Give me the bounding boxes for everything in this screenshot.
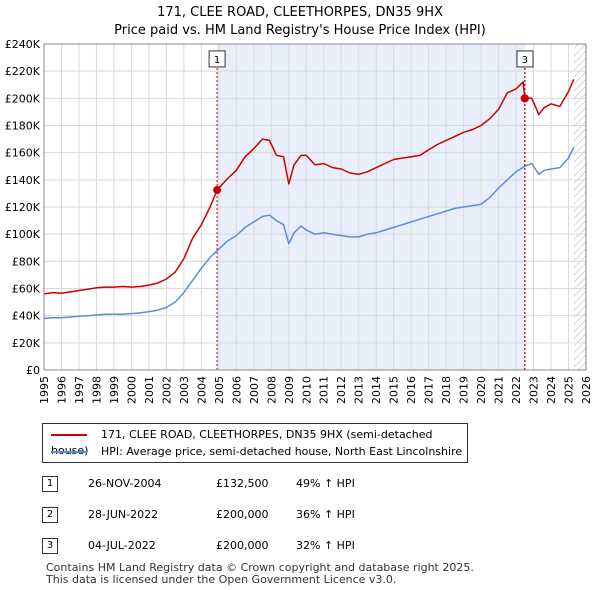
x-tick-label: 2001 bbox=[143, 376, 156, 404]
x-tick-label: 2023 bbox=[528, 376, 541, 404]
y-tick-label: £0 bbox=[26, 364, 40, 377]
x-tick-label: 1998 bbox=[90, 376, 103, 404]
x-tick-label: 2015 bbox=[388, 376, 401, 404]
x-tick-label: 2000 bbox=[125, 376, 138, 404]
x-tick-label: 2014 bbox=[370, 376, 383, 404]
price-paid-line bbox=[43, 79, 575, 295]
legend-item-hpi: HPI: Average price, semi-detached house,… bbox=[51, 444, 462, 460]
x-tick-label: 1999 bbox=[108, 376, 121, 404]
y-tick-label: £160K bbox=[5, 147, 41, 160]
x-tick-label: 2012 bbox=[335, 376, 348, 404]
chart-title: 171, CLEE ROAD, CLEETHORPES, DN35 9HX bbox=[157, 5, 443, 20]
sale-marker-box bbox=[208, 50, 226, 68]
footer-licence: This data is licensed under the Open Gov… bbox=[46, 573, 397, 586]
transaction-number: 2 bbox=[42, 507, 58, 523]
y-tick-label: £200K bbox=[5, 92, 41, 105]
x-tick-label: 2006 bbox=[230, 376, 243, 404]
legend-swatch-property bbox=[51, 434, 87, 436]
x-tick-label: 2022 bbox=[510, 376, 523, 404]
x-tick-label: 2004 bbox=[195, 376, 208, 404]
footer-copyright: Contains HM Land Registry data © Crown c… bbox=[46, 561, 474, 574]
x-tick-label: 2002 bbox=[160, 376, 173, 404]
x-tick-label: 1995 bbox=[38, 376, 51, 404]
y-tick-label: £140K bbox=[5, 174, 41, 187]
x-tick-label: 2019 bbox=[458, 376, 471, 404]
x-tick-label: 1996 bbox=[55, 376, 68, 404]
x-tick-label: 2018 bbox=[440, 376, 453, 404]
y-tick-label: £220K bbox=[5, 65, 41, 78]
x-tick-label: 1997 bbox=[73, 376, 86, 404]
price-chart: 1 3 £0 £20K £40K £60K £80K £100K £120K £140K £160… bbox=[5, 38, 593, 404]
y-tick-label: £40K bbox=[12, 310, 41, 323]
y-tick-label: £240K bbox=[5, 38, 41, 51]
x-tick-label: 2011 bbox=[318, 376, 331, 404]
x-tick-label: 2008 bbox=[265, 376, 278, 404]
transaction-date: 26-NOV-2004 bbox=[88, 477, 162, 490]
legend-item-property: 171, CLEE ROAD, CLEETHORPES, DN35 9HX (s… bbox=[51, 427, 467, 457]
x-tick-label: 2026 bbox=[580, 376, 593, 404]
x-tick-label: 2024 bbox=[545, 376, 558, 404]
transaction-hpi-delta: 32% ↑ HPI bbox=[296, 539, 355, 552]
transaction-hpi-delta: 49% ↑ HPI bbox=[296, 477, 355, 490]
x-tick-label: 2020 bbox=[475, 376, 488, 404]
y-tick-label: £20K bbox=[12, 337, 41, 350]
transaction-number: 1 bbox=[42, 476, 58, 492]
x-tick-label: 2017 bbox=[423, 376, 436, 404]
transaction-number: 3 bbox=[42, 538, 58, 554]
legend-swatch-hpi bbox=[51, 451, 87, 453]
transaction-date: 04-JUL-2022 bbox=[88, 539, 156, 552]
y-tick-label: £60K bbox=[12, 283, 41, 296]
hpi-line bbox=[43, 146, 575, 320]
x-tick-label: 2009 bbox=[283, 376, 296, 404]
transaction-date: 28-JUN-2022 bbox=[88, 508, 159, 521]
transaction-price: £200,000 bbox=[216, 539, 269, 552]
sale-point bbox=[520, 94, 529, 103]
sale-marker-label: 1 bbox=[214, 55, 220, 66]
y-tick-label: £80K bbox=[12, 255, 41, 268]
x-tick-label: 2003 bbox=[178, 376, 191, 404]
x-tick-label: 2013 bbox=[353, 376, 366, 404]
y-tick-label: £100K bbox=[5, 228, 41, 241]
x-tick-label: 2007 bbox=[248, 376, 261, 404]
plot-border bbox=[43, 43, 587, 371]
transaction-price: £132,500 bbox=[216, 477, 269, 490]
x-tick-label: 2005 bbox=[213, 376, 226, 404]
x-tick-label: 2025 bbox=[563, 376, 576, 404]
y-tick-label: £120K bbox=[5, 201, 41, 214]
y-tick-label: £180K bbox=[5, 120, 41, 133]
sale-marker-label: 3 bbox=[522, 55, 528, 66]
legend-label-property: 171, CLEE ROAD, CLEETHORPES, DN35 9HX (s… bbox=[51, 428, 433, 457]
transaction-hpi-delta: 36% ↑ HPI bbox=[296, 508, 355, 521]
x-tick-label: 2016 bbox=[405, 376, 418, 404]
sale-marker-box bbox=[516, 50, 534, 68]
sale-point bbox=[213, 186, 222, 195]
chart-subtitle: Price paid vs. HM Land Registry's House … bbox=[114, 23, 486, 38]
legend-label-hpi: HPI: Average price, semi-detached house,… bbox=[101, 445, 463, 458]
chart-legend: 171, CLEE ROAD, CLEETHORPES, DN35 9HX (s… bbox=[42, 423, 468, 463]
x-tick-label: 2021 bbox=[493, 376, 506, 404]
transaction-price: £200,000 bbox=[216, 508, 269, 521]
x-tick-label: 2010 bbox=[300, 376, 313, 404]
